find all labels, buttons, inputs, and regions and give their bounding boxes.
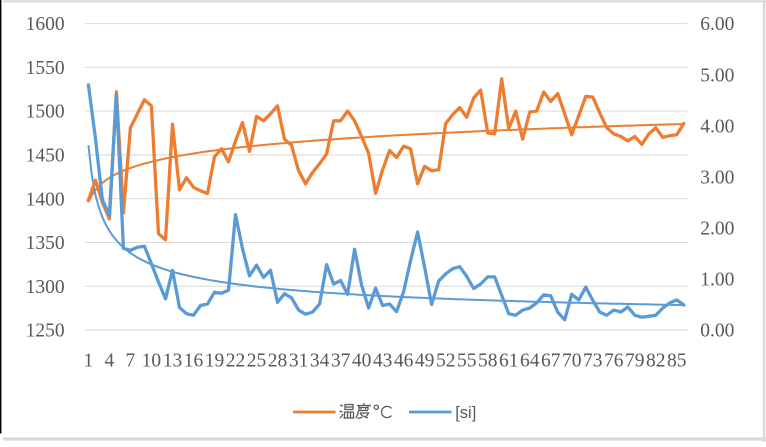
svg-text:61: 61	[499, 351, 519, 372]
svg-text:4: 4	[105, 351, 115, 372]
svg-text:0.00: 0.00	[700, 321, 734, 342]
svg-text:22: 22	[226, 351, 246, 372]
svg-text:1500: 1500	[26, 102, 65, 123]
svg-text:16: 16	[184, 351, 204, 372]
svg-text:28: 28	[268, 351, 288, 372]
svg-text:40: 40	[352, 351, 372, 372]
svg-text:43: 43	[373, 351, 393, 372]
svg-text:1550: 1550	[26, 58, 65, 79]
svg-text:1600: 1600	[26, 14, 65, 35]
svg-text:1400: 1400	[26, 189, 65, 210]
svg-text:1250: 1250	[26, 321, 65, 342]
svg-text:1: 1	[84, 351, 94, 372]
svg-text:64: 64	[520, 351, 540, 372]
svg-text:46: 46	[394, 351, 414, 372]
svg-text:37: 37	[331, 351, 351, 372]
svg-text:67: 67	[541, 351, 561, 372]
svg-text:49: 49	[415, 351, 435, 372]
svg-text:13: 13	[163, 351, 183, 372]
svg-text:6.00: 6.00	[700, 14, 734, 35]
svg-text:10: 10	[142, 351, 162, 372]
svg-text:82: 82	[646, 351, 666, 372]
svg-text:4.00: 4.00	[700, 116, 734, 137]
svg-text:2.00: 2.00	[700, 219, 734, 240]
svg-text:1350: 1350	[26, 233, 65, 254]
svg-text:31: 31	[289, 351, 309, 372]
svg-text:5.00: 5.00	[700, 65, 734, 86]
svg-text:70: 70	[562, 351, 582, 372]
svg-text:1450: 1450	[26, 146, 65, 167]
svg-text:7: 7	[126, 351, 136, 372]
svg-text:1.00: 1.00	[700, 270, 734, 291]
svg-text:52: 52	[436, 351, 456, 372]
svg-text:79: 79	[625, 351, 645, 372]
svg-text:73: 73	[583, 351, 603, 372]
svg-text:34: 34	[310, 351, 330, 372]
svg-text:85: 85	[667, 351, 687, 372]
svg-text:25: 25	[247, 351, 267, 372]
svg-text:19: 19	[205, 351, 225, 372]
svg-text:[si]: [si]	[455, 404, 476, 422]
svg-text:55: 55	[457, 351, 477, 372]
svg-text:58: 58	[478, 351, 498, 372]
svg-text:3.00: 3.00	[700, 167, 734, 188]
svg-text:76: 76	[604, 351, 624, 372]
svg-text:1300: 1300	[26, 277, 65, 298]
